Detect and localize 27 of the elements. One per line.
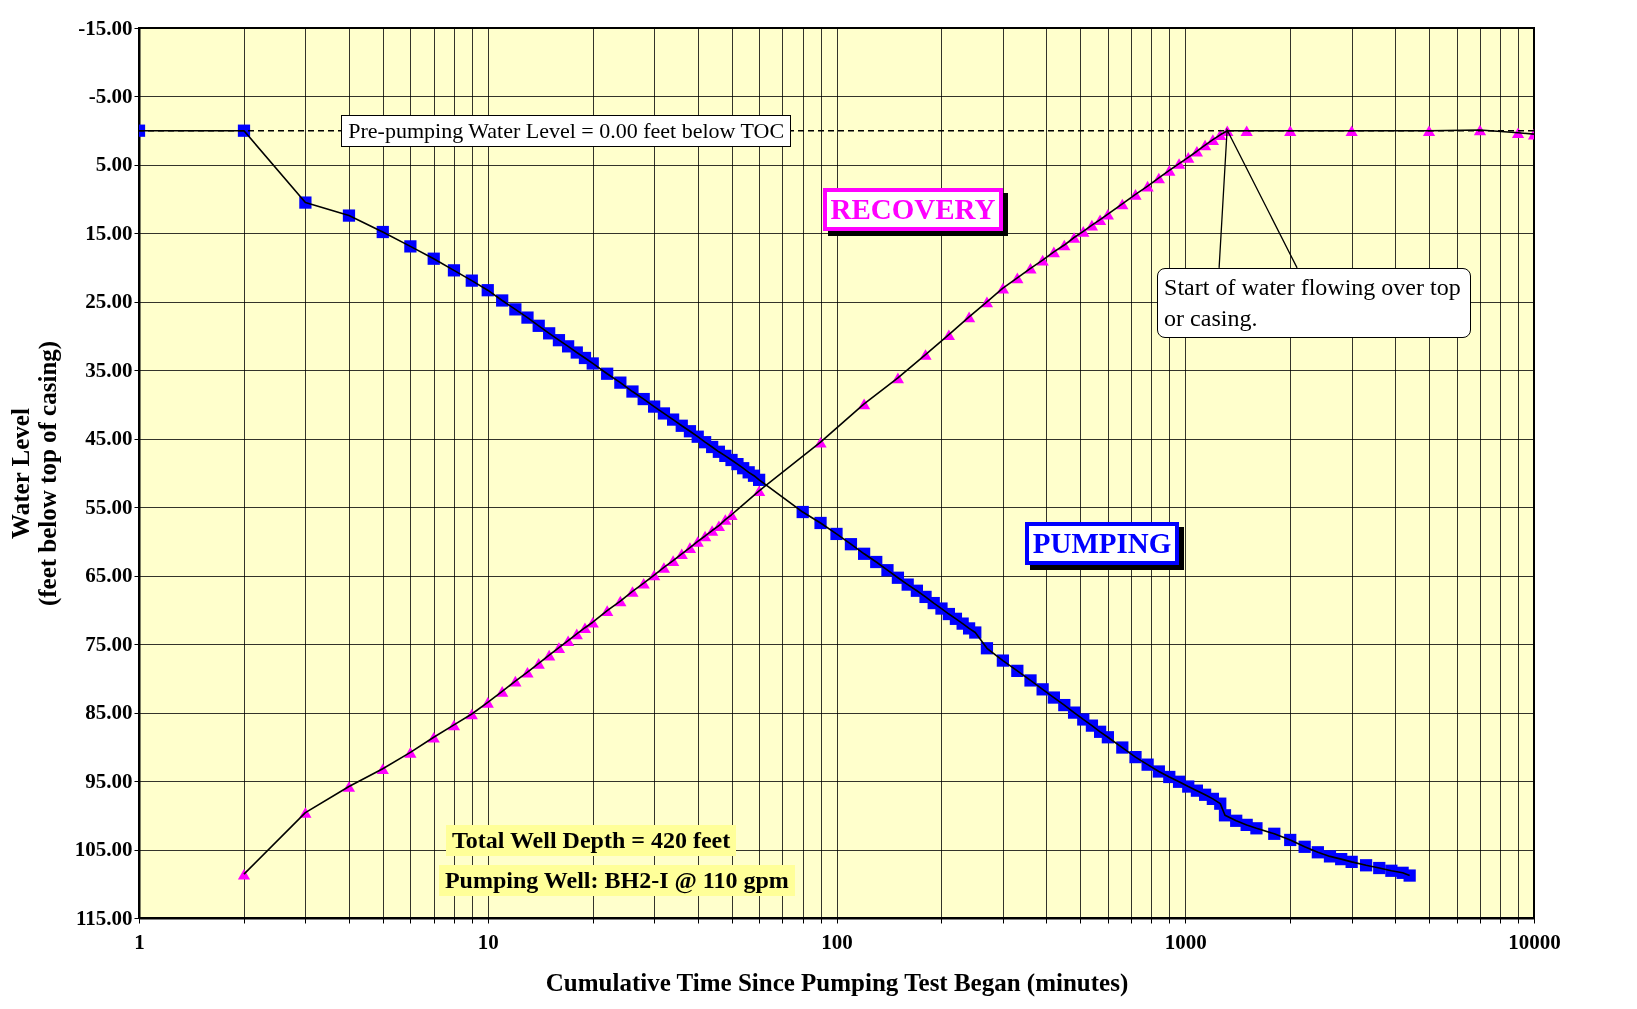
y-tick-label: 5.00 [95, 152, 133, 177]
annotation: Total Well Depth = 420 feet [445, 824, 737, 856]
y-tick-label: 65.00 [85, 563, 133, 588]
y-axis-title: Water Level (feet below top of casing) [6, 340, 62, 607]
text: PUMPING [1024, 521, 1180, 565]
ref-line-label: Pre-pumping Water Level = 0.00 feet below TOC [341, 114, 792, 147]
x-tick-label: 100 [821, 929, 853, 954]
x-tick-label: 10000 [1508, 929, 1561, 954]
y-tick-label: 115.00 [75, 905, 133, 930]
y-tick-label: 45.00 [85, 426, 133, 451]
y-tick-label: 75.00 [85, 631, 133, 656]
y-tick-label: -15.00 [78, 15, 133, 40]
x-tick-label: 1 [134, 929, 145, 954]
series-label: RECOVERY [822, 188, 1004, 232]
annotation: Pumping Well: BH2-I @ 110 gpm [438, 864, 795, 896]
x-axis-title: Cumulative Time Since Pumping Test Began (minutes) [545, 968, 1129, 997]
x-tick-label: 10 [477, 929, 499, 954]
y-tick-label: 15.00 [85, 220, 133, 245]
x-tick-label: 1000 [1164, 929, 1207, 954]
y-tick-label: -5.00 [88, 83, 133, 108]
y-tick-label: 105.00 [74, 837, 133, 862]
y-tick-label: 25.00 [85, 289, 133, 314]
annotation: Start of water flowing over top or casing. [1157, 267, 1472, 339]
y-tick-label: 85.00 [85, 700, 133, 725]
y-tick-label: 95.00 [85, 768, 133, 793]
y-tick-label: 55.00 [85, 494, 133, 519]
y-tick-label: 35.00 [85, 357, 133, 382]
